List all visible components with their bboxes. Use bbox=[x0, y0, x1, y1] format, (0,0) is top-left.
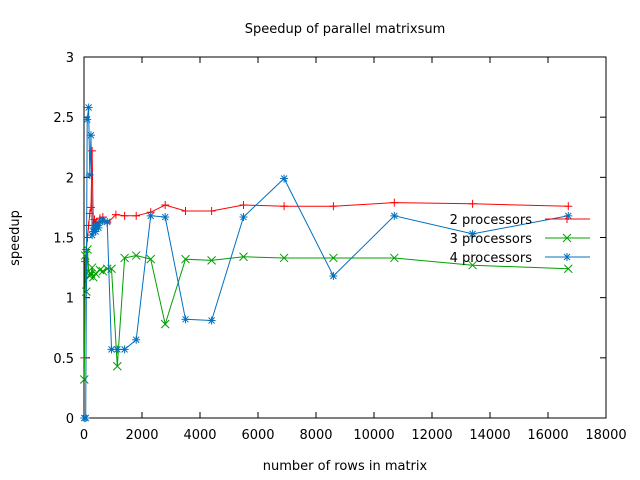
data-point bbox=[564, 202, 573, 211]
data-point bbox=[468, 229, 477, 238]
data-point bbox=[84, 103, 93, 112]
data-point bbox=[280, 174, 289, 183]
x-axis-label: number of rows in matrix bbox=[263, 459, 428, 474]
y-tick-label: 2.5 bbox=[53, 111, 74, 126]
y-axis-label: speedup bbox=[8, 210, 23, 266]
data-point bbox=[111, 210, 120, 219]
data-point bbox=[329, 202, 338, 211]
data-point bbox=[146, 254, 156, 264]
data-point bbox=[207, 207, 216, 216]
data-point bbox=[107, 345, 116, 354]
data-point bbox=[329, 272, 338, 281]
x-tick-label: 6000 bbox=[241, 428, 274, 443]
data-point bbox=[563, 264, 573, 274]
data-point bbox=[468, 199, 477, 208]
data-point bbox=[83, 245, 92, 254]
data-point bbox=[85, 170, 94, 179]
legend: 2 processors 3 processors 4 processors bbox=[450, 213, 590, 266]
y-tick-label: 0.5 bbox=[53, 352, 74, 367]
data-point bbox=[390, 211, 399, 220]
x-tick-label: 0 bbox=[80, 428, 88, 443]
y-tick-label: 2 bbox=[66, 171, 74, 186]
data-point bbox=[239, 252, 248, 262]
data-point bbox=[132, 211, 141, 220]
data-point bbox=[120, 211, 129, 220]
legend-marker bbox=[563, 253, 571, 261]
data-point bbox=[280, 202, 289, 211]
data-point bbox=[94, 223, 103, 232]
data-point bbox=[112, 361, 122, 371]
data-point bbox=[81, 414, 90, 422]
y-tick-label: 3 bbox=[66, 51, 74, 66]
legend-label: 3 processors bbox=[450, 232, 533, 247]
data-point bbox=[131, 251, 141, 260]
x-tick-label: 18000 bbox=[585, 428, 626, 443]
data-point bbox=[86, 203, 95, 212]
y-tick-label: 0 bbox=[66, 412, 74, 427]
series-3-processors bbox=[79, 245, 573, 384]
data-point bbox=[103, 217, 112, 226]
series-line bbox=[83, 249, 569, 380]
data-point bbox=[91, 269, 100, 278]
legend-marker bbox=[562, 233, 572, 243]
data-point bbox=[161, 201, 170, 210]
legend-label: 2 processors bbox=[450, 213, 533, 228]
data-point bbox=[389, 253, 399, 263]
legend-label: 4 processors bbox=[450, 251, 533, 266]
data-point bbox=[146, 211, 155, 220]
data-point bbox=[468, 260, 477, 270]
data-point bbox=[102, 264, 112, 274]
data-point bbox=[87, 263, 97, 272]
x-tick-label: 8000 bbox=[299, 428, 332, 443]
data-point bbox=[120, 345, 129, 354]
data-point bbox=[390, 198, 399, 207]
legend-marker bbox=[563, 215, 571, 223]
data-point bbox=[181, 315, 190, 324]
data-point bbox=[181, 254, 190, 264]
data-point bbox=[80, 251, 90, 260]
data-point bbox=[279, 253, 289, 263]
x-axis: 0 2000 4000 6000 8000 10000 12000 14000 16000 180… bbox=[80, 57, 627, 443]
y-tick-label: 1.5 bbox=[53, 232, 74, 247]
data-point bbox=[161, 213, 170, 222]
x-tick-label: 14000 bbox=[469, 428, 510, 443]
series-4-processors bbox=[80, 103, 573, 422]
data-point bbox=[95, 265, 105, 275]
data-point bbox=[564, 211, 573, 220]
data-point bbox=[98, 266, 108, 276]
data-point bbox=[79, 375, 89, 384]
chart-title: Speedup of parallel matrixsum bbox=[245, 22, 446, 37]
data-point bbox=[132, 335, 141, 344]
y-axis: 0 0.5 1 1.5 2 2.5 3 bbox=[53, 51, 606, 427]
y-tick-label: 1 bbox=[66, 292, 74, 307]
data-point bbox=[239, 201, 248, 210]
series-layer bbox=[79, 103, 573, 422]
data-point bbox=[207, 316, 216, 325]
data-point bbox=[329, 253, 338, 263]
data-point bbox=[120, 253, 129, 263]
data-point bbox=[207, 256, 216, 265]
x-tick-label: 12000 bbox=[411, 428, 452, 443]
x-tick-label: 16000 bbox=[527, 428, 568, 443]
data-point bbox=[83, 115, 92, 124]
data-point bbox=[181, 207, 190, 216]
x-tick-label: 4000 bbox=[183, 428, 216, 443]
data-point bbox=[239, 213, 248, 222]
data-point bbox=[113, 345, 122, 354]
data-point bbox=[160, 319, 170, 329]
x-tick-label: 2000 bbox=[125, 428, 158, 443]
data-point bbox=[86, 131, 95, 140]
x-tick-label: 10000 bbox=[353, 428, 394, 443]
